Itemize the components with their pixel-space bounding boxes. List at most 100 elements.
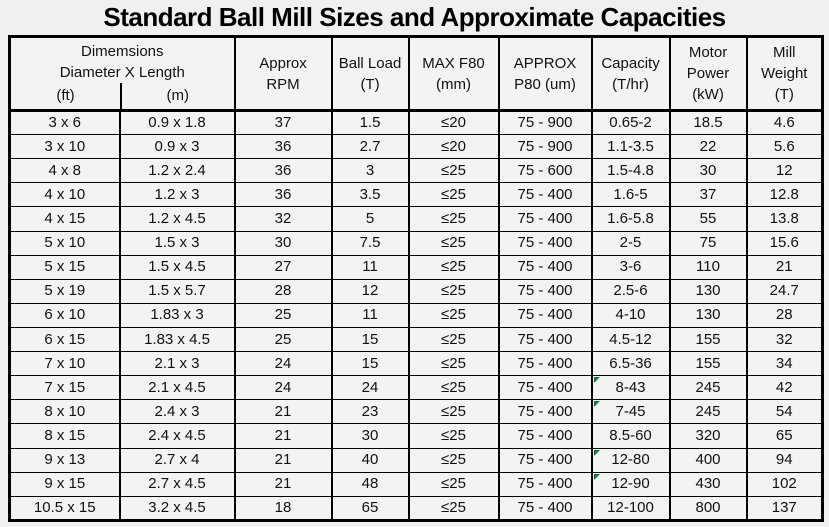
cell-approx-p80: 75 - 400 <box>497 278 593 304</box>
cell-dimension-ft: 6 x 10 <box>8 302 121 328</box>
cell-capacity: 12-100 <box>590 495 671 522</box>
cell-capacity: 6.5-36 <box>590 351 671 377</box>
table-row: 5 x 19 1.5 x 5.7 28 12 ≤25 75 - 400 2.5-… <box>8 278 824 304</box>
cell-dimension-ft: 3 x 10 <box>8 134 121 160</box>
cell-dimension-m: 2.1 x 3 <box>118 351 236 377</box>
header-mill-weight: Mill Weight (T) <box>745 36 824 112</box>
cell-approx-p80: 75 - 400 <box>497 182 593 208</box>
cell-max-f80: ≤25 <box>407 375 500 401</box>
cell-mill-weight: 102 <box>745 471 824 497</box>
cell-motor-power: 30 <box>668 158 748 184</box>
cell-approx-p80: 75 - 900 <box>497 109 593 136</box>
cell-dimension-m: 1.5 x 3 <box>118 230 236 256</box>
table-row: 5 x 10 1.5 x 3 30 7.5 ≤25 75 - 400 2-5 7… <box>8 230 824 256</box>
cell-mill-weight: 5.6 <box>745 134 824 160</box>
cell-motor-power: 130 <box>668 278 748 304</box>
cell-ball-load: 3 <box>330 158 410 184</box>
cell-approx-rpm: 24 <box>233 351 333 377</box>
header-max-f80: MAX F80 (mm) <box>407 36 500 112</box>
cell-approx-rpm: 21 <box>233 471 333 497</box>
cell-approx-rpm: 36 <box>233 134 333 160</box>
table-row: 9 x 15 2.7 x 4.5 21 48 ≤25 75 - 400 12-9… <box>8 471 824 497</box>
cell-max-f80: ≤25 <box>407 326 500 353</box>
cell-max-f80: ≤25 <box>407 254 500 280</box>
cell-max-f80: ≤20 <box>407 109 500 136</box>
cell-approx-p80: 75 - 400 <box>497 351 593 377</box>
cell-ball-load: 11 <box>330 302 410 328</box>
cell-dimension-m: 1.83 x 3 <box>118 302 236 328</box>
cell-ball-load: 15 <box>330 351 410 377</box>
table-header: Dimemsions Diameter X Length (ft) (m) Ap… <box>8 36 824 112</box>
cell-capacity: 1.6-5.8 <box>590 206 671 232</box>
cell-mill-weight: 4.6 <box>745 109 824 136</box>
cell-dimension-m: 1.2 x 4.5 <box>118 206 236 232</box>
cell-max-f80: ≤25 <box>407 399 500 425</box>
cell-dimension-ft: 9 x 13 <box>8 447 121 473</box>
cell-ball-load: 23 <box>330 399 410 425</box>
cell-approx-p80: 75 - 400 <box>497 423 593 449</box>
cell-motor-power: 110 <box>668 254 748 280</box>
table-row: 6 x 10 1.83 x 3 25 11 ≤25 75 - 400 4-10 … <box>8 302 824 328</box>
cell-dimension-ft: 5 x 19 <box>8 278 121 304</box>
cell-dimension-m: 2.1 x 4.5 <box>118 375 236 401</box>
cell-dimension-m: 2.4 x 4.5 <box>118 423 236 449</box>
cell-dimension-ft: 5 x 10 <box>8 230 121 256</box>
header-approx-rpm: Approx RPM <box>233 36 333 112</box>
cell-ball-load: 5 <box>330 206 410 232</box>
cell-mill-weight: 28 <box>745 302 824 328</box>
table-row: 8 x 15 2.4 x 4.5 21 30 ≤25 75 - 400 8.5-… <box>8 423 824 449</box>
cell-capacity: 1.5-4.8 <box>590 158 671 184</box>
cell-approx-p80: 75 - 400 <box>497 254 593 280</box>
cell-motor-power: 130 <box>668 302 748 328</box>
cell-approx-p80: 75 - 400 <box>497 230 593 256</box>
cell-approx-rpm: 21 <box>233 447 333 473</box>
cell-approx-rpm: 28 <box>233 278 333 304</box>
cell-ball-load: 15 <box>330 326 410 353</box>
cell-motor-power: 800 <box>668 495 748 522</box>
cell-dimension-ft: 7 x 15 <box>8 375 121 401</box>
table-row: 4 x 10 1.2 x 3 36 3.5 ≤25 75 - 400 1.6-5… <box>8 182 824 208</box>
cell-max-f80: ≤25 <box>407 495 500 522</box>
table-row: 7 x 15 2.1 x 4.5 24 24 ≤25 75 - 400 8-43… <box>8 375 824 401</box>
cell-ball-load: 24 <box>330 375 410 401</box>
cell-dimension-m: 2.7 x 4.5 <box>118 471 236 497</box>
cell-approx-rpm: 30 <box>233 230 333 256</box>
cell-dimension-ft: 8 x 10 <box>8 399 121 425</box>
cell-approx-p80: 75 - 400 <box>497 206 593 232</box>
cell-approx-rpm: 25 <box>233 326 333 353</box>
cell-approx-rpm: 27 <box>233 254 333 280</box>
cell-capacity: 7-45 <box>590 399 671 425</box>
cell-motor-power: 75 <box>668 230 748 256</box>
cell-approx-rpm: 36 <box>233 158 333 184</box>
cell-max-f80: ≤25 <box>407 351 500 377</box>
cell-dimension-ft: 9 x 15 <box>8 471 121 497</box>
cell-ball-load: 11 <box>330 254 410 280</box>
cell-capacity: 1.1-3.5 <box>590 134 671 160</box>
cell-ball-load: 40 <box>330 447 410 473</box>
cell-approx-rpm: 21 <box>233 399 333 425</box>
cell-mill-weight: 13.8 <box>745 206 824 232</box>
table-row: 6 x 15 1.83 x 4.5 25 15 ≤25 75 - 400 4.5… <box>8 326 824 353</box>
table-row: 10.5 x 15 3.2 x 4.5 18 65 ≤25 75 - 400 1… <box>8 495 824 522</box>
cell-approx-rpm: 24 <box>233 375 333 401</box>
cell-approx-p80: 75 - 400 <box>497 471 593 497</box>
cell-motor-power: 400 <box>668 447 748 473</box>
cell-mill-weight: 34 <box>745 351 824 377</box>
header-dimensions-ft: (ft) <box>56 87 75 104</box>
cell-capacity: 3-6 <box>590 254 671 280</box>
cell-mill-weight: 21 <box>745 254 824 280</box>
table-row: 4 x 15 1.2 x 4.5 32 5 ≤25 75 - 400 1.6-5… <box>8 206 824 232</box>
cell-approx-rpm: 32 <box>233 206 333 232</box>
cell-capacity: 8-43 <box>590 375 671 401</box>
cell-max-f80: ≤25 <box>407 206 500 232</box>
cell-approx-p80: 75 - 600 <box>497 158 593 184</box>
table-row: 9 x 13 2.7 x 4 21 40 ≤25 75 - 400 12-80 … <box>8 447 824 473</box>
cell-dimension-m: 2.7 x 4 <box>118 447 236 473</box>
cell-motor-power: 245 <box>668 399 748 425</box>
header-dimensions: Dimemsions Diameter X Length (ft) (m) <box>8 36 236 112</box>
cell-motor-power: 155 <box>668 326 748 353</box>
cell-approx-p80: 75 - 400 <box>497 399 593 425</box>
cell-dimension-ft: 4 x 10 <box>8 182 121 208</box>
cell-approx-p80: 75 - 400 <box>497 302 593 328</box>
page-title: Standard Ball Mill Sizes and Approximate… <box>103 2 726 32</box>
